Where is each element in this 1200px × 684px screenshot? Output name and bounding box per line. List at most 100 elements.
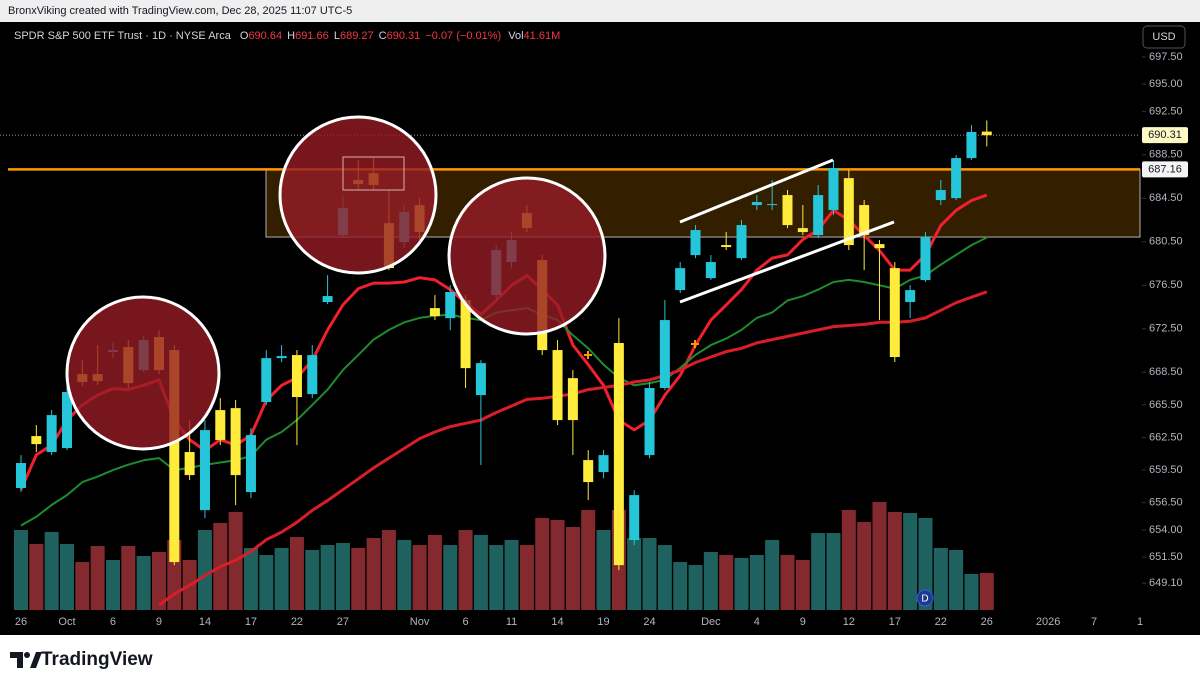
x-tick-label: 26 — [981, 616, 993, 628]
dividend-label: D — [921, 594, 928, 605]
x-tick-label: 14 — [551, 616, 563, 628]
candle-body — [475, 363, 486, 396]
highlight-box — [342, 156, 405, 191]
volume-bar — [458, 530, 473, 610]
candle-body — [843, 178, 854, 246]
candle-body — [813, 195, 824, 236]
legend-value: 41.61M — [524, 30, 561, 42]
candle-body — [61, 392, 72, 449]
annotations: D — [65, 115, 934, 607]
y-tick-label: 651.50 — [1149, 551, 1183, 563]
volume-bar — [366, 538, 381, 610]
candle-body — [215, 410, 226, 441]
candle-body — [261, 358, 272, 403]
candle-body — [16, 463, 26, 489]
brand-logo — [10, 652, 42, 668]
volume-bar — [519, 545, 534, 610]
candle-body — [751, 202, 762, 206]
x-tick-label: 6 — [110, 616, 116, 628]
y-tick-label: 695.00 — [1149, 78, 1183, 90]
x-tick-label: Dec — [701, 616, 721, 628]
front-layer: 697.50 695.00 692.50 688.50 684.50 680.50 676.… — [15, 51, 1188, 628]
volume-bar — [657, 545, 672, 610]
candle-body — [859, 205, 870, 236]
y-tick-label: 649.10 — [1149, 577, 1183, 589]
volume-bar — [243, 547, 258, 610]
legend-label: Vol — [508, 30, 523, 42]
volume-bar — [688, 565, 703, 610]
volume-bar — [703, 551, 718, 610]
volume-bar — [719, 554, 734, 610]
volume-bar — [305, 550, 320, 610]
volume-bar — [780, 554, 795, 610]
y-tick-label: 668.50 — [1149, 366, 1183, 378]
candle-body — [245, 435, 256, 493]
candle-body — [31, 436, 42, 445]
volume-bar — [872, 502, 887, 610]
trend-line — [679, 158, 834, 224]
x-tick-label: 4 — [754, 616, 760, 628]
x-tick-label: 6 — [463, 616, 469, 628]
candle-body — [230, 408, 241, 476]
x-tick-label: 11 — [506, 616, 517, 628]
volume-bar — [29, 543, 44, 610]
last-price-tag — [1142, 127, 1188, 144]
volume-bar — [596, 530, 611, 610]
candle-body — [276, 356, 287, 359]
volume-bar — [903, 513, 918, 610]
volume-bar — [289, 537, 304, 610]
y-tick-label: 654.00 — [1149, 524, 1183, 536]
x-tick-label: 22 — [935, 616, 947, 628]
volume-bar — [489, 545, 504, 610]
volume-bar — [535, 518, 550, 610]
legend: SPDR S&P 500 ETF Trust · 1D · NYSE Arca … — [14, 30, 560, 42]
volume-bar — [151, 551, 166, 610]
candle-body — [951, 158, 962, 199]
x-tick-label: 26 — [15, 616, 27, 628]
volume-bar — [826, 533, 841, 610]
candle-body — [598, 455, 609, 473]
attribution: BronxViking created with TradingView.com… — [8, 5, 352, 17]
signal-marker — [584, 340, 699, 359]
candle-body — [629, 495, 640, 541]
x-tick-label: 19 — [597, 616, 609, 628]
y-tick-label: 697.50 — [1149, 51, 1183, 63]
x-tick-label: 2026 — [1036, 616, 1060, 628]
volume-bar — [933, 547, 948, 610]
candle-body — [675, 268, 686, 291]
volume-bar — [734, 558, 749, 610]
candle-body — [199, 430, 210, 511]
volume-bar — [274, 547, 289, 610]
candle-body — [705, 262, 716, 279]
legend-change: −0.07 (−0.01%) — [425, 30, 501, 42]
candle-body — [613, 343, 624, 566]
highlight-circle — [65, 295, 221, 451]
x-tick-label: Nov — [410, 616, 430, 628]
volume-bar — [581, 510, 596, 610]
x-tick-label: 14 — [199, 616, 211, 628]
currency-button[interactable] — [1142, 25, 1186, 49]
volume-bar — [857, 522, 872, 610]
volume-bar — [504, 539, 519, 610]
volume-bar — [335, 542, 350, 610]
volume-bar — [59, 543, 74, 610]
logo-shape — [30, 652, 42, 668]
candle-body — [782, 195, 793, 226]
x-tick-label: 9 — [800, 616, 806, 628]
y-tick-label: 692.50 — [1149, 105, 1183, 117]
legend-value: 689.27 — [340, 30, 374, 42]
logo-shape — [24, 652, 30, 658]
candle-body — [322, 296, 333, 303]
volume-bar — [427, 534, 442, 610]
candle-body — [659, 320, 670, 389]
candle-body — [583, 460, 594, 483]
candle-body — [905, 290, 916, 303]
currency-label[interactable]: USD — [1152, 31, 1175, 43]
volume-bar — [565, 526, 580, 610]
x-tick-label: 22 — [291, 616, 303, 628]
volume-layer — [14, 502, 994, 610]
volume-bar — [811, 533, 826, 610]
top-bar — [0, 0, 1200, 22]
candle-body — [552, 350, 563, 421]
